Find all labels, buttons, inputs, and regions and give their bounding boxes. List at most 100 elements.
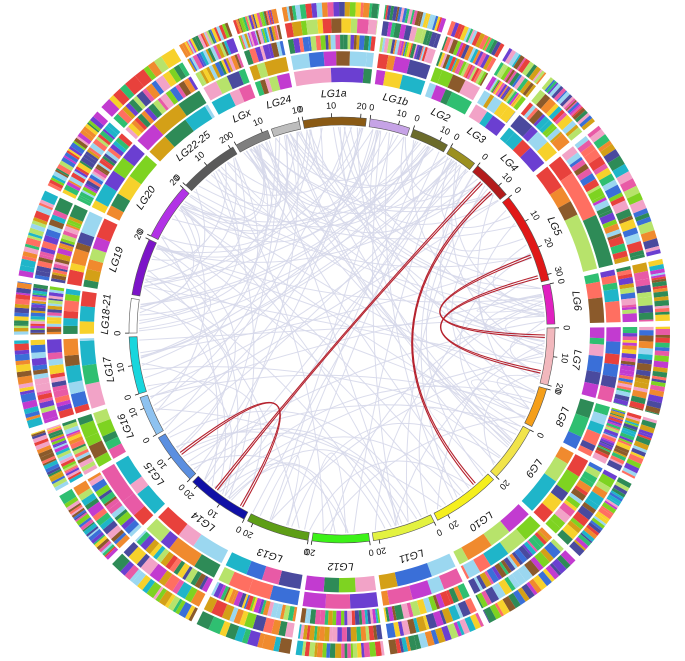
track-segment — [15, 359, 31, 366]
track-segment — [300, 607, 307, 623]
track-segment — [49, 179, 64, 189]
track-segment — [428, 14, 437, 30]
track-segment — [177, 562, 190, 579]
track-segment — [621, 297, 637, 306]
track-segment — [504, 576, 516, 592]
track-segment — [17, 281, 32, 285]
track-segment — [406, 602, 414, 618]
track-segment — [142, 88, 155, 102]
track-segment — [592, 197, 607, 207]
track-segment — [238, 17, 246, 33]
track-segment — [270, 42, 280, 58]
track-segment — [69, 504, 83, 515]
track-segment — [427, 576, 445, 594]
track-segment — [30, 329, 45, 333]
track-segment — [40, 405, 56, 414]
track-segment — [616, 171, 633, 185]
track-segment — [650, 380, 666, 388]
track-segment — [85, 526, 99, 537]
track-segment — [214, 61, 225, 77]
track-segment — [294, 4, 302, 20]
synteny-link — [167, 160, 454, 435]
track-segment — [622, 345, 637, 351]
synteny-link — [139, 155, 447, 324]
track-segment — [31, 357, 47, 366]
track-segment — [67, 219, 82, 228]
track-segment — [599, 440, 614, 448]
track-segment — [72, 445, 88, 455]
track-segment — [405, 42, 412, 58]
track-segment — [361, 609, 366, 625]
track-segment — [446, 20, 456, 36]
track-segment — [613, 402, 628, 407]
track-segment — [463, 63, 472, 78]
chromosome-label: LGx — [230, 106, 253, 125]
track-segment — [402, 41, 408, 57]
track-segment — [53, 388, 69, 398]
track-segment — [275, 25, 280, 40]
track-segment — [400, 603, 410, 619]
track-segment — [452, 40, 462, 56]
track-segment — [47, 305, 63, 311]
track-segment — [308, 36, 312, 52]
track-segment — [641, 419, 657, 429]
track-segment — [103, 153, 118, 165]
track-segment — [615, 208, 632, 221]
track-segment — [41, 409, 58, 421]
track-segment — [341, 610, 345, 626]
track-segment — [626, 192, 643, 206]
track-segment — [102, 544, 115, 557]
track-segment — [409, 43, 417, 59]
track-segment — [148, 103, 163, 119]
track-segment — [457, 600, 471, 618]
track-segment — [475, 70, 485, 85]
track-segment — [520, 102, 534, 117]
tick-label: 0 — [234, 524, 243, 535]
track-segment — [31, 296, 47, 301]
track-segment — [573, 539, 586, 551]
track-segment — [79, 191, 95, 202]
track-segment — [511, 569, 527, 586]
tick-mark — [241, 519, 245, 523]
track-segment — [465, 64, 473, 79]
track-segment — [228, 571, 254, 593]
track-segment — [84, 123, 99, 136]
track-segment — [115, 534, 130, 549]
track-segment — [59, 242, 74, 251]
tick-mark — [439, 137, 443, 141]
track-segment — [228, 589, 237, 604]
track-segment — [442, 54, 451, 69]
track-segment — [482, 55, 493, 71]
track-segment — [611, 451, 627, 462]
track-segment — [236, 53, 244, 68]
track-segment — [261, 566, 282, 585]
track-segment — [253, 30, 259, 46]
track-segment — [172, 579, 185, 595]
track-segment — [135, 530, 147, 543]
track-segment — [252, 614, 267, 632]
track-segment — [32, 294, 47, 298]
track-segment — [67, 148, 81, 159]
track-segment — [91, 200, 109, 214]
synteny-link — [150, 374, 530, 410]
track-segment — [63, 310, 79, 319]
track-segment — [34, 377, 50, 386]
track-segment — [14, 312, 29, 317]
track-segment — [15, 292, 31, 296]
track-segment — [401, 637, 409, 653]
track-segment — [442, 36, 452, 52]
track-segment — [391, 605, 397, 621]
track-segment — [91, 478, 108, 493]
track-segment — [617, 273, 633, 280]
track-segment — [406, 59, 431, 80]
track-segment — [635, 435, 651, 446]
tick-mark — [433, 521, 437, 526]
track-segment — [654, 355, 669, 363]
track-segment — [589, 129, 606, 143]
track-segment — [306, 625, 311, 640]
track-segment — [424, 630, 435, 647]
tick-mark — [179, 185, 184, 189]
synteny-link — [270, 146, 429, 521]
track-segment — [499, 85, 509, 99]
track-segment — [403, 25, 413, 41]
